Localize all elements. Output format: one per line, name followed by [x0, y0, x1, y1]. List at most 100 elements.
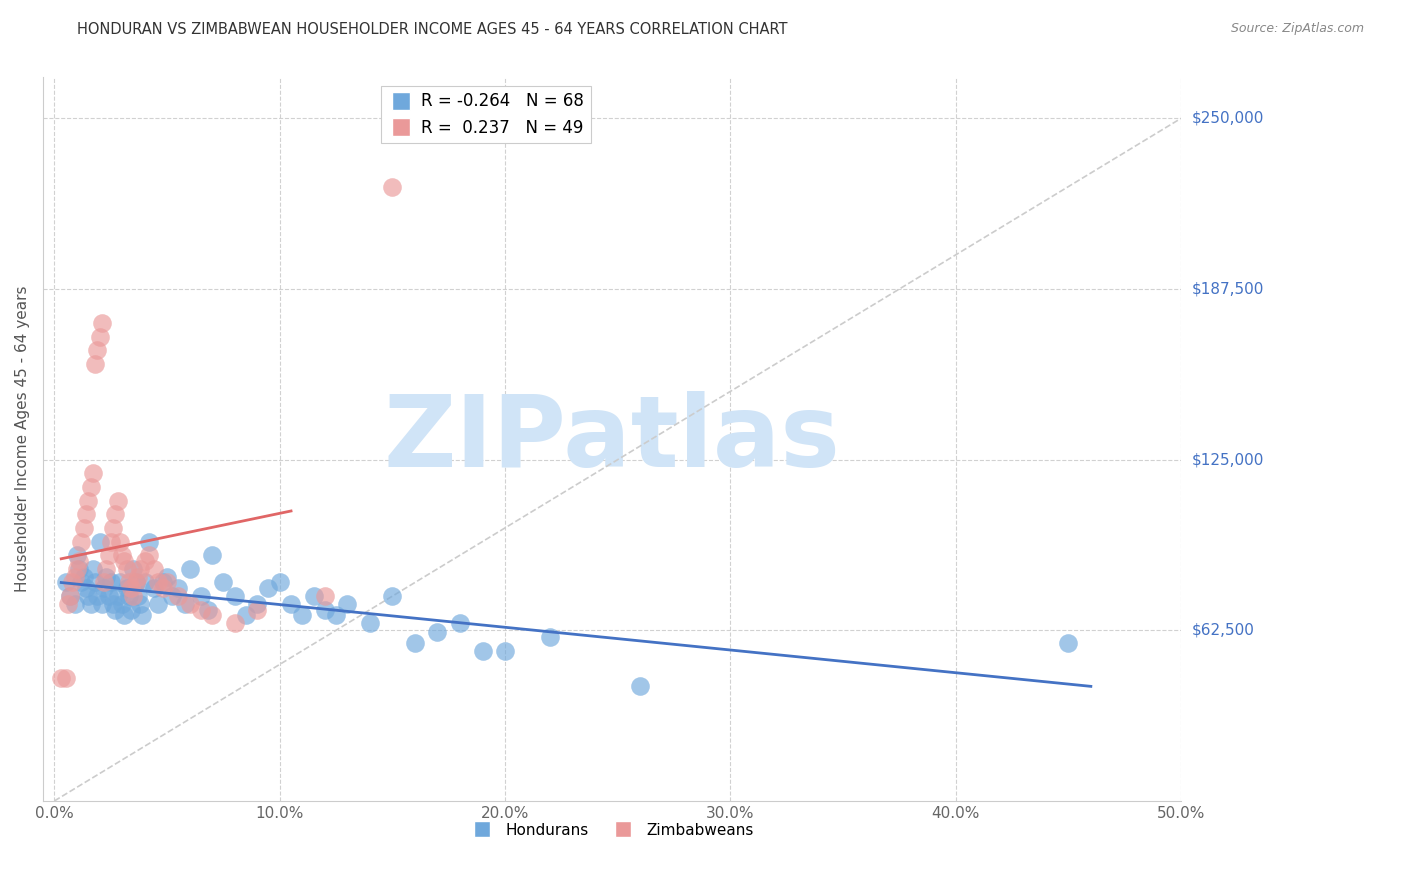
Point — [51, 671, 73, 685]
Point — [122, 589, 145, 603]
Point — [118, 575, 141, 590]
Point — [107, 493, 129, 508]
Point — [104, 603, 127, 617]
Point — [67, 554, 90, 568]
Point — [134, 554, 156, 568]
Legend: Hondurans, Zimbabweans: Hondurans, Zimbabweans — [464, 817, 761, 844]
Point — [100, 575, 122, 590]
Text: $125,000: $125,000 — [1192, 452, 1264, 467]
Point — [336, 597, 359, 611]
Point — [96, 562, 118, 576]
Text: $62,500: $62,500 — [1192, 623, 1256, 638]
Point — [138, 534, 160, 549]
Point — [112, 554, 135, 568]
Point — [84, 575, 107, 590]
Point — [96, 570, 118, 584]
Point — [201, 608, 224, 623]
Text: Source: ZipAtlas.com: Source: ZipAtlas.com — [1230, 22, 1364, 36]
Point — [89, 534, 111, 549]
Point — [246, 597, 269, 611]
Point — [67, 562, 90, 576]
Point — [73, 521, 96, 535]
Point — [167, 581, 190, 595]
Point — [224, 589, 246, 603]
Y-axis label: Householder Income Ages 45 - 64 years: Householder Income Ages 45 - 64 years — [15, 286, 30, 592]
Point — [190, 589, 212, 603]
Point — [179, 597, 201, 611]
Point — [302, 589, 325, 603]
Point — [127, 570, 149, 584]
Point — [291, 608, 314, 623]
Point — [179, 562, 201, 576]
Point — [63, 570, 86, 584]
Point — [77, 589, 100, 603]
Point — [108, 534, 131, 549]
Point — [224, 616, 246, 631]
Point — [146, 575, 169, 590]
Point — [93, 575, 115, 590]
Point — [89, 330, 111, 344]
Point — [426, 624, 449, 639]
Point — [449, 616, 471, 631]
Point — [142, 562, 165, 576]
Point — [70, 534, 93, 549]
Point — [55, 575, 77, 590]
Text: HONDURAN VS ZIMBABWEAN HOUSEHOLDER INCOME AGES 45 - 64 YEARS CORRELATION CHART: HONDURAN VS ZIMBABWEAN HOUSEHOLDER INCOM… — [77, 22, 787, 37]
Point — [129, 597, 152, 611]
Point — [201, 548, 224, 562]
Point — [55, 671, 77, 685]
Point — [156, 575, 179, 590]
Point — [93, 581, 115, 595]
Point — [70, 575, 93, 590]
Point — [124, 575, 146, 590]
Point — [494, 644, 516, 658]
Point — [73, 570, 96, 584]
Point — [124, 575, 146, 590]
Point — [325, 608, 347, 623]
Point — [111, 548, 134, 562]
Point — [90, 597, 112, 611]
Point — [118, 589, 141, 603]
Point — [235, 608, 257, 623]
Point — [1057, 635, 1080, 649]
Point — [84, 357, 107, 371]
Point — [108, 575, 131, 590]
Point — [107, 589, 129, 603]
Point — [314, 603, 336, 617]
Point — [59, 589, 82, 603]
Point — [246, 603, 269, 617]
Point — [97, 548, 120, 562]
Point — [156, 570, 179, 584]
Point — [101, 597, 124, 611]
Point — [381, 589, 404, 603]
Point — [129, 562, 152, 576]
Point — [381, 179, 404, 194]
Point — [97, 589, 120, 603]
Point — [111, 597, 134, 611]
Point — [167, 589, 190, 603]
Point — [86, 589, 108, 603]
Point — [146, 597, 169, 611]
Point — [538, 630, 561, 644]
Point — [115, 562, 138, 576]
Text: ZIPatlas: ZIPatlas — [384, 391, 841, 488]
Point — [56, 597, 79, 611]
Point — [104, 507, 127, 521]
Text: $250,000: $250,000 — [1192, 111, 1264, 126]
Point — [257, 581, 280, 595]
Text: $187,500: $187,500 — [1192, 282, 1264, 296]
Point — [138, 548, 160, 562]
Point — [628, 679, 651, 693]
Point — [280, 597, 302, 611]
Point — [127, 589, 149, 603]
Point — [142, 581, 165, 595]
Point — [112, 608, 135, 623]
Point — [190, 603, 212, 617]
Point — [152, 581, 174, 595]
Point — [79, 597, 101, 611]
Point — [131, 608, 153, 623]
Point — [66, 562, 89, 576]
Point — [122, 562, 145, 576]
Point — [66, 548, 89, 562]
Point — [100, 534, 122, 549]
